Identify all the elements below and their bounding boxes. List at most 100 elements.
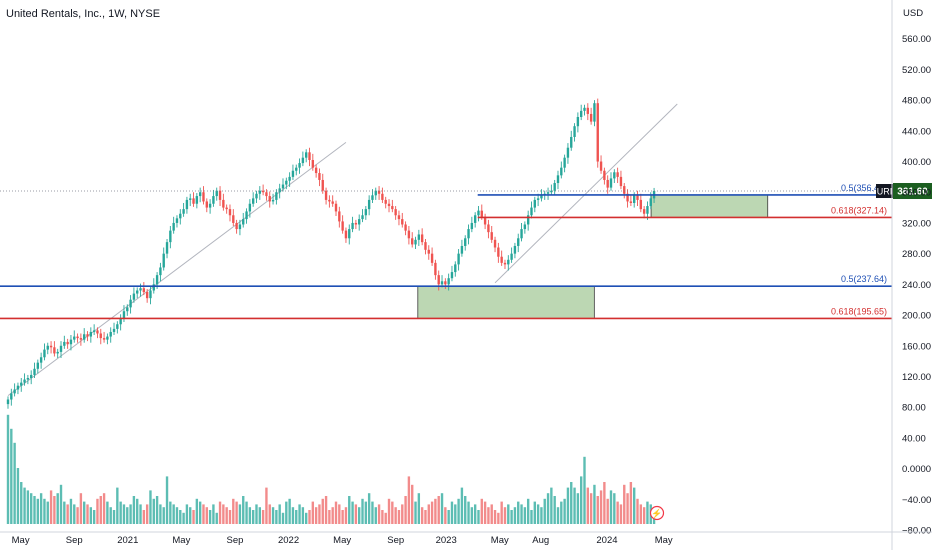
volume-bar [139,504,142,524]
candle-body [374,190,377,196]
candle-body [586,107,590,114]
volume-bar [563,498,566,524]
volume-bar [523,507,527,524]
candle-body [33,368,36,375]
volume-bar [321,498,324,524]
volume-bar [86,504,89,524]
time-tick-label: Aug [532,535,549,546]
candle-body [26,378,30,380]
volume-bar [265,487,268,524]
volume-bar [530,510,533,524]
volume-bar [450,501,454,524]
volume-bar [586,487,590,524]
candle-body [159,267,162,276]
candle-body [358,219,361,225]
candle-body [609,178,613,188]
candle-body [314,167,318,174]
candle-body [500,256,503,263]
volume-bar [238,504,242,524]
candle-body [248,203,252,212]
volume-bar [540,507,543,524]
volume-bar [116,487,119,524]
volume-bar [520,504,523,524]
volume-bar [473,504,477,524]
volume-bar [232,498,235,524]
candle-body [288,176,291,181]
candle-body [510,253,513,260]
volume-bar [404,496,407,524]
currency-label: USD [903,8,924,19]
volume-bar [553,496,556,524]
candle-body [623,186,626,194]
candle-body [517,238,520,246]
time-tick-label: 2021 [117,535,138,546]
alert-icon-glyph: ⚡ [651,508,662,520]
candle-body [391,206,394,210]
candle-body [348,229,351,239]
volume-bar [162,507,165,524]
trendline [7,141,347,397]
candle-body [460,245,464,254]
candle-body [238,224,242,230]
volume-bar [364,501,368,524]
volume-bar [596,496,599,524]
volume-bar [639,504,643,524]
volume-bar [122,504,126,524]
candle-body [596,103,599,162]
candle-body [344,230,348,239]
candle-body [179,213,182,219]
candle-body [109,331,112,337]
candle-body [218,190,222,200]
candle-body [251,198,255,204]
time-tick-label: May [491,535,509,546]
candle-body [291,170,295,177]
candle-body [507,259,510,265]
volume-bar [434,498,437,524]
volume-bar [288,498,291,524]
candle-body [619,176,623,187]
volume-bar [543,498,546,524]
price-tick-label: 520.00 [902,65,931,76]
price-tick-label: 400.00 [902,157,931,168]
candle-body [155,275,159,285]
candle-body [119,318,122,325]
candle-body [371,195,374,200]
candle-body [576,117,580,127]
volume-bar [397,510,401,524]
volume-bar [301,507,305,524]
candle-body [497,247,500,257]
price-tick-label: 440.00 [902,126,931,137]
volume-bar [189,507,192,524]
candle-body [444,281,447,285]
time-tick-label: Sep [227,535,244,546]
volume-bar [136,498,139,524]
candle-body [99,333,102,339]
volume-bar [623,484,626,524]
volume-bar [142,510,146,524]
candle-body [222,199,225,208]
candle-body [83,334,86,340]
candle-body [599,161,603,171]
candle-body [298,163,301,168]
price-tick-label: 240.00 [902,280,931,291]
time-axis: May Sep 2021 May Sep 2022 May Sep 2023 May Aug 2024… [0,531,932,546]
candle-body [215,190,218,197]
candle-body [311,159,315,168]
volume-bar [119,501,122,524]
candle-body [112,328,116,332]
price-axis: 560.00 520.00 480.00 440.00 400.00 360.00 320.… [891,0,931,550]
volume-bar [603,482,606,524]
candle-body [437,275,440,285]
volume-bar [23,487,26,524]
candle-body [39,357,43,363]
volume-bar [334,501,338,524]
volume-bar [285,501,288,524]
candle-body [636,195,639,200]
volume-bar [642,507,646,524]
candle-body [102,338,106,340]
candle-body [546,192,550,194]
volume-bar [69,498,73,524]
volume-bar [401,504,404,524]
